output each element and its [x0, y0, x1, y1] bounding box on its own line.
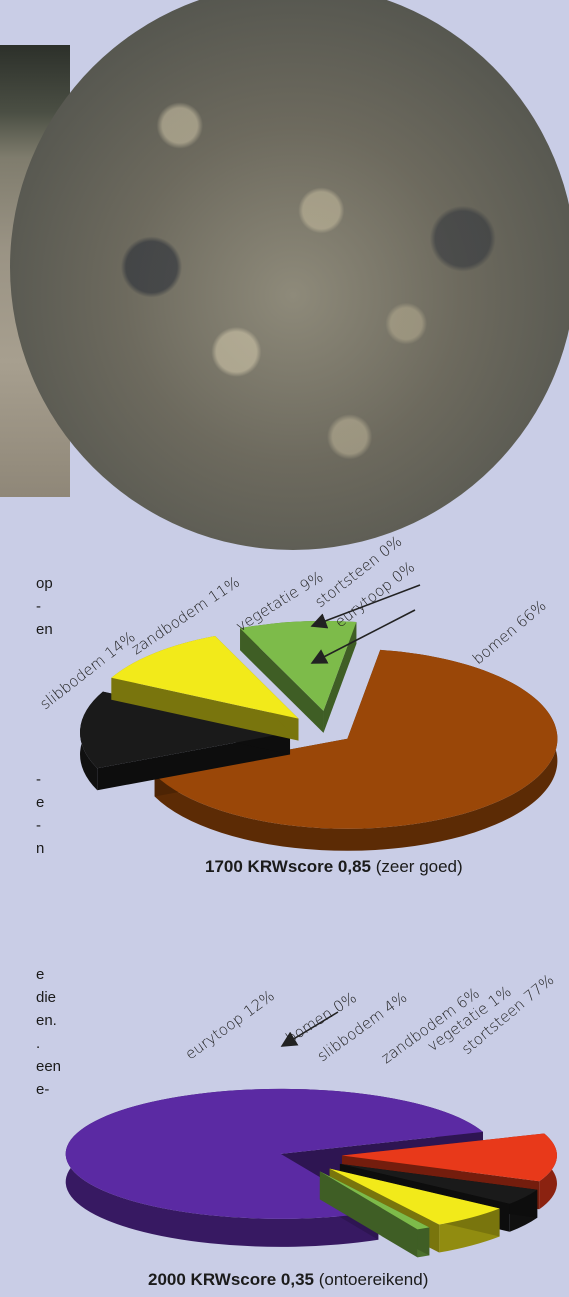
side-text-line: e-: [36, 1081, 50, 1098]
side-text-block-1: op - en: [0, 572, 53, 641]
macro-photo-circle: [10, 0, 569, 550]
pie-label-arrow: [310, 609, 416, 664]
pie-slice-edge-vegetatie: [319, 1171, 418, 1258]
pie-slice-top-vegetatie: [240, 620, 357, 711]
side-text-line: -: [36, 817, 41, 834]
side-text-block-2: - e - n: [0, 768, 44, 860]
side-text-line: -: [36, 771, 41, 788]
side-text-line: een: [36, 1058, 62, 1075]
pie-slice-top-slibbodem: [80, 691, 291, 769]
caption-bold: 1700 KRWscore 0,85: [205, 857, 372, 876]
side-text-line: n: [36, 840, 45, 857]
pie-slice-top-stortsteen: [65, 1088, 483, 1219]
side-text-line: en.: [36, 1012, 57, 1029]
side-text-line: e: [36, 794, 45, 811]
pie-slice-edge-zandbodem: [111, 677, 299, 741]
side-text-line: e: [36, 966, 45, 983]
pie-label-eurytoop: eurytoop 12%: [182, 987, 278, 1064]
pie-chart-1700: bomen 66%slibbodem 14%zandbodem 11%veget…: [36, 532, 558, 851]
chart-1700-caption: 1700 KRWscore 0,85 (zeer goed): [205, 857, 463, 877]
side-text-line: die: [36, 989, 57, 1006]
pie-slice-top-zandbodem: [111, 636, 299, 719]
pie-label-bomen: bomen 66%: [469, 596, 550, 668]
pie-slice-bomen: [154, 649, 558, 851]
pie-slice-top-vegetatie: [319, 1171, 430, 1230]
pie-chart-2000: stortsteen 77%eurytoop 12% bomen 0%slibbo…: [65, 971, 557, 1258]
pie-slice-top-bomen: [154, 649, 558, 829]
pie-slice-top-slibbodem: [339, 1163, 538, 1204]
side-text-line: .: [36, 1035, 41, 1052]
caption-rest: (ontoereikend): [314, 1270, 429, 1289]
pie-slice-edge-vegetatie: [323, 621, 357, 733]
pie-slice-vegetatie: [319, 1171, 430, 1258]
side-text-line: -: [36, 598, 41, 615]
side-text-line: op: [36, 575, 53, 592]
chart-2000-caption: 2000 KRWscore 0,35 (ontoereikend): [148, 1270, 428, 1290]
caption-bold: 2000 KRWscore 0,35: [148, 1270, 315, 1289]
caption-rest: (zeer goed): [371, 857, 463, 876]
pie-label-arrow: [280, 1011, 339, 1047]
pie-slice-edge-vegetatie: [240, 628, 324, 733]
pie-slice-edge-slibbodem: [97, 732, 291, 791]
pie-slice-top-eurytoop: [341, 1133, 557, 1182]
pie-slice-zandbodem: [111, 636, 299, 741]
pie-slice-top-zandbodem: [329, 1168, 500, 1225]
side-text-line: en: [36, 621, 53, 638]
pie-label-arrow: [310, 584, 421, 629]
side-text-block-3: e die en. . een e-: [0, 963, 61, 1101]
